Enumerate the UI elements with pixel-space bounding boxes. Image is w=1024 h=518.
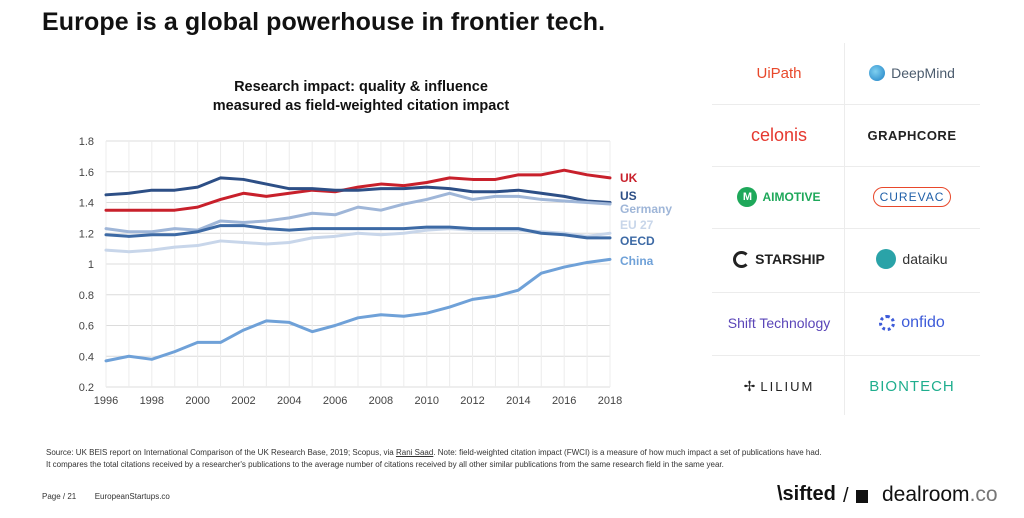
x-tick-label: 2010	[414, 395, 438, 407]
y-tick-label: 1.6	[79, 167, 94, 179]
series-line-uk	[104, 168, 612, 212]
lilium-logo-text: LILIUM	[760, 378, 815, 394]
dealroom-logo-text: dealroom	[882, 483, 970, 506]
footer-page-info: Page / 21 EuropeanStartups.co	[42, 492, 170, 501]
dealroom-icon	[856, 490, 869, 503]
page-title: Europe is a global powerhouse in frontie…	[42, 8, 606, 36]
series-label-us: US	[620, 189, 637, 203]
logo-celonis: celonis	[712, 105, 846, 165]
onfido-logo-text: onfido	[901, 314, 945, 331]
shift-technology-logo-text: Shift Technology	[727, 315, 831, 331]
source-link[interactable]: Rani Saad	[395, 448, 434, 457]
series-label-oecd: OECD	[620, 234, 655, 248]
source-note: Source: UK BEIS report on International …	[46, 447, 946, 471]
logo-biontech: BIONTECH	[845, 356, 979, 416]
series-line-china	[104, 257, 612, 363]
y-tick-label: 1.4	[79, 198, 94, 210]
logo-dataiku: dataiku	[845, 229, 979, 289]
x-tick-label: 1998	[140, 395, 164, 407]
deepmind-logo-text: DeepMind	[891, 65, 955, 81]
logo-lilium: ✢ LILIUM	[712, 356, 846, 416]
starship-icon	[733, 250, 751, 268]
x-tick-label: 2012	[460, 395, 484, 407]
x-tick-label: 2000	[185, 395, 209, 407]
chart-title-line1: Research impact: quality & influence	[234, 79, 488, 95]
series-label-uk: UK	[620, 171, 638, 185]
logo-grid-divider	[712, 104, 980, 105]
deepmind-icon	[869, 65, 886, 81]
logo-grid-divider	[712, 166, 980, 167]
logo-grid-divider	[712, 292, 980, 293]
chart-title: Research impact: quality & influence mea…	[100, 78, 622, 116]
series-label-eu-27: EU 27	[620, 218, 654, 232]
logo-starship: STARSHIP	[712, 229, 846, 289]
celonis-logo-text: celonis	[750, 124, 808, 145]
logo-onfido: onfido	[845, 293, 979, 353]
y-tick-label: 1.2	[79, 228, 94, 240]
series-label-germany: Germany	[620, 202, 672, 216]
site-name: EuropeanStartups.co	[94, 492, 170, 501]
graphcore-logo-text: GRAPHCORE	[867, 127, 957, 143]
logo-shift-technology: Shift Technology	[712, 293, 846, 353]
logo-grid-divider	[844, 43, 845, 415]
uipath-logo: UiPath	[756, 65, 801, 82]
series-label-china: China	[620, 254, 654, 268]
x-tick-label: 2006	[323, 395, 347, 407]
logo-uipath: UiPath	[712, 43, 846, 103]
sifted-logo: \sifted	[777, 483, 836, 506]
dealroom-logo: dealroom.co	[882, 483, 998, 507]
x-tick-label: 2008	[369, 395, 393, 407]
biontech-logo-text: BIONTECH	[869, 377, 955, 395]
y-tick-label: 0.8	[79, 290, 94, 302]
aimotive-logo-text: AIMOTIVE	[762, 190, 821, 204]
dealroom-logo-suffix: .co	[969, 483, 998, 506]
y-tick-label: 0.2	[79, 382, 94, 394]
aimotive-icon: M	[737, 187, 758, 207]
logo-deepmind: DeepMind	[845, 43, 979, 103]
line-chart: 0.2 0.4 0.6 0.8 1 1.2 1.4 1.6 1.8 1996 1998 2000 200…	[79, 136, 673, 407]
lilium-icon: ✢	[743, 377, 756, 394]
logo-graphcore: GRAPHCORE	[845, 105, 979, 165]
source-line1: Source: UK BEIS report on International …	[46, 447, 946, 459]
page-number: Page / 21	[42, 492, 77, 501]
y-tick-label: 1.8	[79, 136, 94, 148]
y-tick-label: 0.4	[79, 351, 94, 363]
dataiku-logo-text: dataiku	[902, 251, 948, 267]
source-prefix: Source: UK BEIS report on International …	[46, 448, 396, 457]
x-tick-label: 2018	[598, 395, 622, 407]
logo-curevac: CUREVAC	[845, 167, 979, 227]
brand-separator: /	[843, 485, 869, 508]
series-line-oecd	[104, 224, 612, 240]
logo-grid-divider	[712, 355, 980, 356]
x-tick-label: 2014	[506, 395, 530, 407]
logo-aimotive: M AIMOTIVE	[712, 167, 846, 227]
chart-title-line2: measured as field-weighted citation impa…	[212, 98, 510, 114]
dataiku-icon	[876, 249, 897, 269]
source-suffix: . Note: field-weighted citation impact (…	[433, 448, 822, 457]
x-tick-label: 2002	[231, 395, 255, 407]
series-line-germany	[104, 191, 612, 234]
starship-logo-text: STARSHIP	[755, 251, 825, 267]
logo-grid-divider	[712, 228, 980, 229]
curevac-logo-text: CUREVAC	[872, 187, 952, 207]
x-tick-label: 2016	[552, 395, 576, 407]
y-tick-label: 0.6	[79, 321, 94, 333]
x-tick-label: 2004	[277, 395, 301, 407]
uipath-logo-text: UiPath	[756, 64, 802, 82]
series-line-us	[104, 176, 612, 204]
x-tick-label: 1996	[94, 395, 118, 407]
onfido-icon	[879, 315, 896, 331]
source-line2: It compares the total citations received…	[46, 460, 724, 469]
sifted-logo-text: \sifted	[777, 483, 836, 505]
y-tick-label: 1	[88, 259, 94, 271]
